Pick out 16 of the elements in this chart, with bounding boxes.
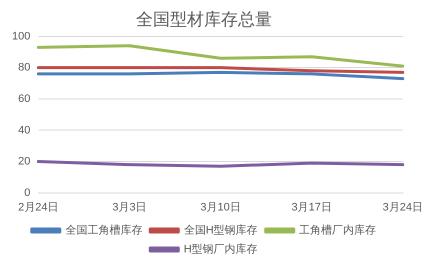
legend-label: H型钢厂内库存 [184, 242, 258, 256]
y-tick-label: 40 [18, 124, 30, 136]
y-tick-label: 100 [12, 30, 30, 42]
y-tick-label: 60 [18, 92, 30, 105]
legend-label: 全国H型钢库存 [184, 224, 258, 237]
y-tick-label: 80 [18, 62, 30, 74]
legend-label: 全国工角槽库存 [65, 224, 142, 237]
y-tick-label: 20 [18, 156, 30, 168]
x-tick-label: 3月3日 [112, 201, 147, 214]
chart-title: 全国型材库存总量 [136, 10, 272, 29]
legend-label: 工角槽厂内库存 [299, 224, 376, 237]
x-tick-label: 3月17日 [292, 201, 332, 214]
x-tick-label: 3月24日 [382, 201, 424, 214]
x-tick-label: 2月24日 [18, 201, 59, 214]
x-tick-label: 3月10日 [200, 201, 241, 214]
y-tick-label: 0 [24, 186, 30, 199]
